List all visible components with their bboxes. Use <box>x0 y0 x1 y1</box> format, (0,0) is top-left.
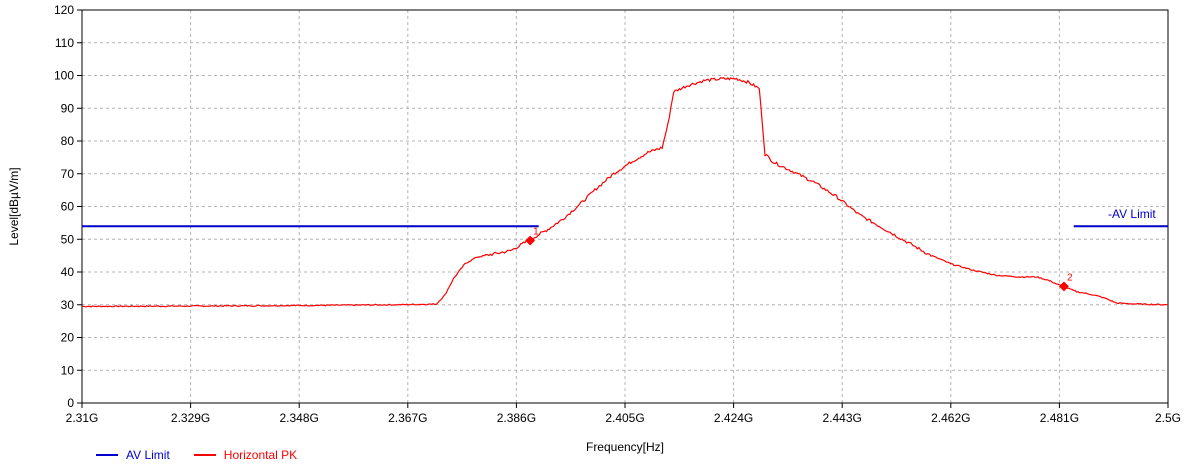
x-tick-label: 2.462G <box>931 411 970 425</box>
y-grid-lines <box>82 9 1168 404</box>
x-tick-label: 2.424G <box>714 411 753 425</box>
x-tick-label: 2.5G <box>1155 411 1181 425</box>
y-tick-label: 0 <box>67 396 74 410</box>
y-tick-label: 20 <box>61 331 75 345</box>
x-tick-label: 2.443G <box>823 411 862 425</box>
y-tick-label: 10 <box>61 363 75 377</box>
legend: AV Limit Horizontal PK <box>96 448 297 462</box>
marker-label-2: 2 <box>1067 272 1073 283</box>
legend-swatch-av-limit <box>96 454 118 456</box>
y-tick-label: 120 <box>54 3 74 17</box>
y-tick-label: 110 <box>55 36 74 50</box>
x-tick-label: 2.405G <box>605 411 644 425</box>
x-tick-label: 2.329G <box>171 411 210 425</box>
x-tick-label: 2.386G <box>497 411 536 425</box>
x-tick-label: 2.481G <box>1040 411 1079 425</box>
marker-label-1: 1 <box>533 227 539 238</box>
y-tick-label: 40 <box>61 265 75 279</box>
y-tick-label: 100 <box>54 69 74 83</box>
limit-line-label: -AV Limit <box>1108 207 1156 221</box>
series-group <box>81 77 1169 308</box>
y-tick-label: 80 <box>61 134 75 148</box>
y-tick-label: 70 <box>61 167 75 181</box>
y-tick-label: 60 <box>61 200 75 214</box>
y-tick-labels: 0 10 20 30 40 50 60 70 80 90 100 110 120 <box>54 3 82 410</box>
legend-label-av-limit: AV Limit <box>126 448 170 462</box>
y-tick-label: 90 <box>61 101 75 115</box>
legend-item-av-limit: AV Limit <box>96 448 170 462</box>
x-tick-label: 2.367G <box>388 411 427 425</box>
x-tick-labels: 2.31G 2.329G 2.348G 2.367G 2.386G 2.405G 2.424… <box>66 403 1181 425</box>
annotation-group: 1 2 -AV Limit <box>525 207 1156 292</box>
series-line-horizontal-pk <box>81 77 1169 308</box>
marker-point-1 <box>525 235 536 246</box>
x-tick-label: 2.31G <box>66 411 99 425</box>
legend-swatch-horizontal-pk <box>193 454 216 456</box>
legend-item-horizontal-pk: Horizontal PK <box>193 448 298 462</box>
x-tick-label: 2.348G <box>280 411 319 425</box>
legend-label-horizontal-pk: Horizontal PK <box>223 448 298 462</box>
y-axis-label: Level[dBµV/m] <box>7 167 21 245</box>
y-tick-label: 30 <box>61 298 75 312</box>
marker-point-2 <box>1059 281 1069 292</box>
x-axis-label: Frequency[Hz] <box>586 440 664 454</box>
y-tick-label: 50 <box>61 232 75 246</box>
